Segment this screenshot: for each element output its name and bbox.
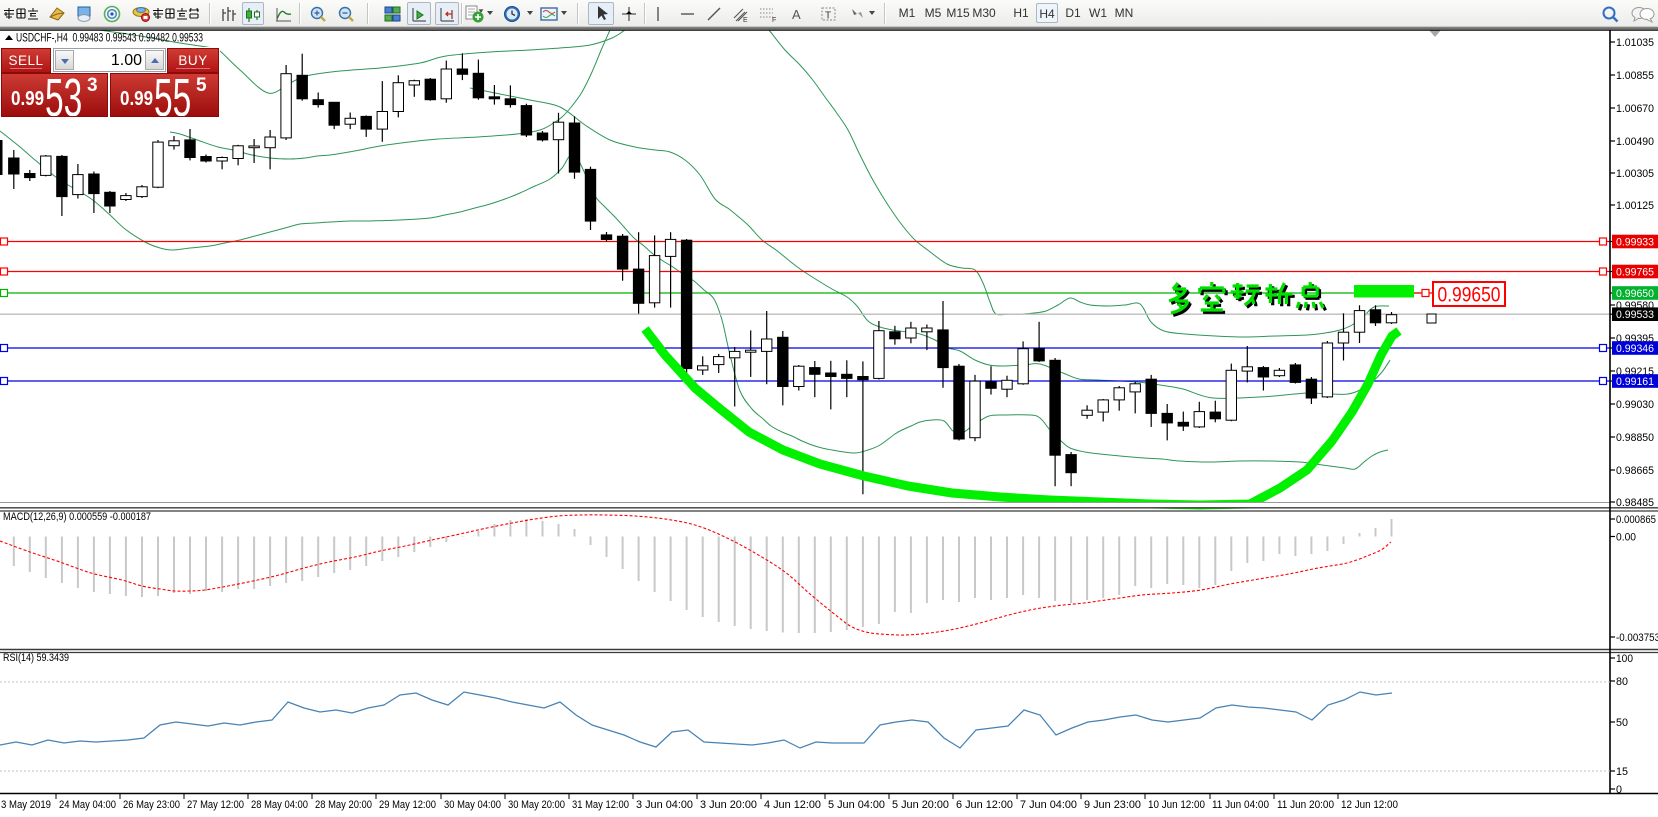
svg-text:F: F [772,17,776,23]
svg-text:28 May 04:00: 28 May 04:00 [251,799,308,811]
svg-text:5 Jun 20:00: 5 Jun 20:00 [892,799,949,811]
svg-text:A: A [792,7,801,22]
svg-text:50: 50 [1616,717,1628,729]
svg-text:1.00305: 1.00305 [1616,168,1654,180]
svg-text:9 Jun 23:00: 9 Jun 23:00 [1084,799,1141,811]
svg-text:-0.003753: -0.003753 [1616,632,1658,644]
svg-text:80: 80 [1616,676,1628,688]
svg-text:6 Jun 12:00: 6 Jun 12:00 [956,799,1013,811]
svg-text:1.00490: 1.00490 [1616,136,1654,148]
svg-text:0.00: 0.00 [1616,532,1636,544]
svg-text:MACD(12,26,9) 0.000559 -0.0001: MACD(12,26,9) 0.000559 -0.000187 [3,511,151,523]
svg-text:0.99933: 0.99933 [1616,237,1654,249]
svg-text:3 May 2019: 3 May 2019 [1,799,51,811]
svg-text:24 May 04:00: 24 May 04:00 [59,799,116,811]
svg-text:1.00855: 1.00855 [1616,70,1654,82]
svg-text:0.000865: 0.000865 [1616,514,1656,526]
svg-text:29 May 12:00: 29 May 12:00 [379,799,436,811]
svg-text:12 Jun 12:00: 12 Jun 12:00 [1341,799,1398,811]
svg-text:3 Jun 20:00: 3 Jun 20:00 [700,799,757,811]
svg-text:30 May 04:00: 30 May 04:00 [444,799,501,811]
svg-text:0.99346: 0.99346 [1616,343,1654,355]
svg-text:11 Jun 20:00: 11 Jun 20:00 [1277,799,1334,811]
svg-text:28 May 20:00: 28 May 20:00 [315,799,372,811]
svg-text:1.00125: 1.00125 [1616,200,1654,212]
svg-text:11 Jun 04:00: 11 Jun 04:00 [1212,799,1269,811]
svg-text:0.99030: 0.99030 [1616,399,1654,411]
svg-text:7 Jun 04:00: 7 Jun 04:00 [1020,799,1077,811]
svg-text:0.99650: 0.99650 [1438,284,1501,307]
svg-text:USDCHF-,H4 0.99483 0.99543 0.: USDCHF-,H4 0.99483 0.99543 0.99482 0.995… [16,31,203,45]
svg-text:26 May 23:00: 26 May 23:00 [123,799,180,811]
svg-text:4 Jun 12:00: 4 Jun 12:00 [764,799,821,811]
svg-text:0.98665: 0.98665 [1616,465,1654,477]
svg-text:0: 0 [1616,784,1622,796]
svg-text:1.01035: 1.01035 [1616,37,1654,49]
svg-text:5 Jun 04:00: 5 Jun 04:00 [828,799,885,811]
svg-text:T: T [825,11,831,22]
svg-text:0.98850: 0.98850 [1616,432,1654,444]
svg-text:E: E [743,17,748,23]
svg-text:0.99533: 0.99533 [1616,309,1654,321]
svg-text:30 May 20:00: 30 May 20:00 [508,799,565,811]
svg-text:0.99650: 0.99650 [1616,288,1654,300]
svg-text:3 Jun 04:00: 3 Jun 04:00 [636,799,693,811]
svg-text:0.99161: 0.99161 [1616,376,1654,388]
svg-text:0.98485: 0.98485 [1616,497,1654,509]
svg-text:10 Jun 12:00: 10 Jun 12:00 [1148,799,1205,811]
svg-text:27 May 12:00: 27 May 12:00 [187,799,244,811]
svg-text:0.99765: 0.99765 [1616,267,1654,279]
svg-text:15: 15 [1616,766,1628,778]
svg-text:1.00670: 1.00670 [1616,103,1654,115]
svg-text:31 May 12:00: 31 May 12:00 [572,799,629,811]
svg-text:100: 100 [1616,653,1633,665]
svg-text:RSI(14) 59.3439: RSI(14) 59.3439 [3,652,69,664]
